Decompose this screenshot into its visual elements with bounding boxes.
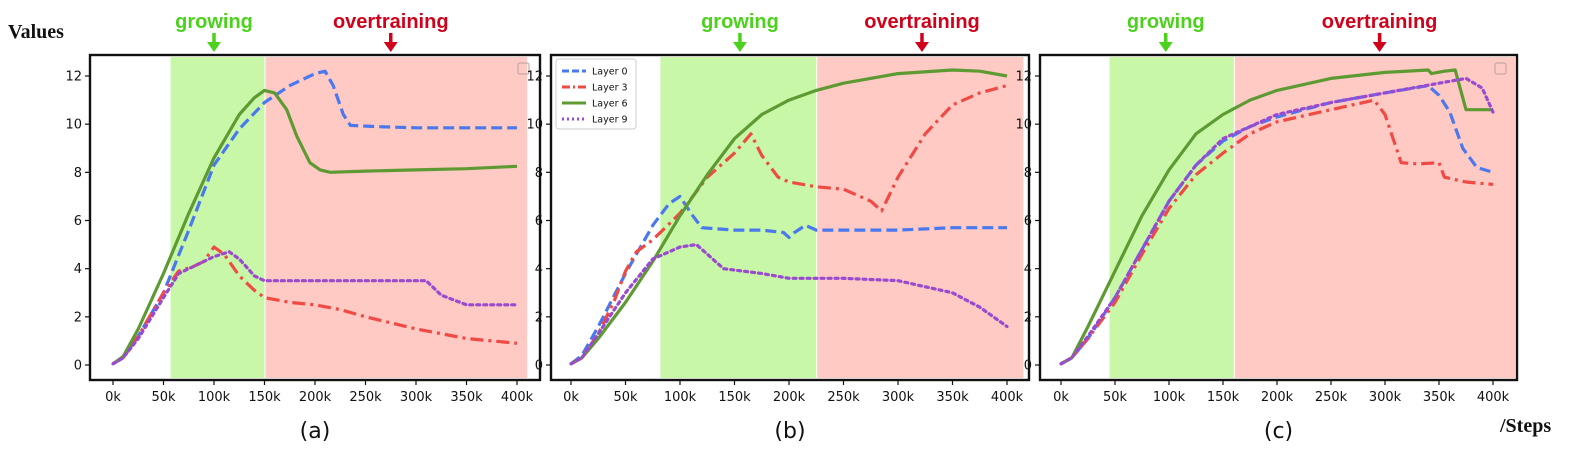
y-axis-label: Values: [8, 21, 64, 43]
overtraining-arrow-icon: [914, 42, 929, 52]
overtraining-arrow-icon: [383, 42, 398, 52]
legend-label: Layer 0: [592, 67, 628, 78]
overtraining-phase-band: [817, 57, 1024, 378]
x-tick-label: 250k: [827, 390, 860, 405]
legend-box: [555, 58, 637, 130]
y-tick-label: 12: [65, 70, 82, 85]
x-tick-label: 350k: [1423, 390, 1456, 405]
growing-label: growing: [1127, 11, 1205, 33]
series-layer-0: [570, 194, 1007, 366]
x-tick-label: 150k: [718, 390, 751, 405]
overtraining-phase-band: [265, 57, 528, 378]
x-tick-label: 350k: [936, 390, 969, 405]
overtraining-arrow-icon: [1372, 42, 1387, 52]
overtraining-label: overtraining: [333, 11, 449, 33]
plot-frame: [549, 53, 1031, 382]
x-tick-label: 200k: [1261, 390, 1294, 405]
y-tick-label: 4: [535, 262, 543, 277]
x-tick-label: 0k: [563, 390, 579, 405]
y-tick-label: 4: [1024, 262, 1032, 277]
x-tick-label: 200k: [773, 390, 806, 405]
growing-arrow-icon: [732, 42, 747, 52]
y-tick-label: 10: [65, 118, 82, 133]
y-tick-label: 12: [1015, 70, 1032, 85]
x-tick-label: 0k: [1053, 390, 1069, 405]
x-tick-label: 400k: [501, 390, 534, 405]
x-tick-label: 250k: [349, 390, 382, 405]
y-tick-label: 8: [74, 166, 82, 181]
chart-panel-3: 0 2 4 6 8 10 12 0k 50k 100k 150k 200k 250k 300k 350k 40…: [1015, 11, 1519, 444]
y-tick-label: 6: [535, 214, 543, 229]
x-tick-label: 400k: [991, 390, 1024, 405]
growing-arrow-icon: [207, 42, 221, 52]
series-layer-6: [570, 68, 1008, 366]
legend: Layer 0 Layer 3 Layer 6 Layer 9: [555, 58, 637, 130]
growing-label: growing: [175, 11, 253, 33]
x-tick-label: 150k: [248, 390, 281, 405]
growing-arrow-icon: [1158, 42, 1173, 52]
legend-label: Layer 6: [592, 99, 628, 110]
x-tick-label: 100k: [1153, 390, 1186, 405]
series-layer-9: [111, 250, 519, 366]
growing-phase-band: [660, 57, 817, 378]
y-tick-label: 12: [526, 70, 543, 85]
x-tick-label: 50k: [1103, 390, 1128, 405]
y-tick-label: 2: [535, 310, 543, 325]
empty-legend-box: [517, 62, 530, 75]
series-layer-6: [1060, 68, 1493, 366]
y-tick-label: 0: [74, 359, 82, 374]
y-tick-label: 10: [1015, 118, 1032, 133]
series-layer-3: [112, 245, 518, 366]
growing-phase-band: [1109, 57, 1234, 378]
series-layer-3: [570, 84, 1008, 366]
x-tick-label: 150k: [1207, 390, 1240, 405]
x-tick-label: 50k: [151, 390, 176, 405]
y-tick-label: 2: [1024, 310, 1032, 325]
y-tick-label: 6: [74, 214, 82, 229]
x-tick-label: 200k: [299, 390, 332, 405]
panel-label: (c): [1264, 419, 1293, 444]
x-tick-label: 0k: [105, 390, 121, 405]
x-tick-label: 100k: [664, 390, 697, 405]
overtraining-label: overtraining: [864, 11, 980, 33]
overtraining-phase-band: [1234, 57, 1515, 378]
series-layer-9: [569, 243, 1009, 366]
x-tick-label: 300k: [1369, 390, 1402, 405]
x-tick-label: 400k: [1477, 390, 1510, 405]
y-tick-label: 2: [74, 310, 82, 325]
panel-label: (b): [774, 419, 805, 444]
empty-legend-box: [1494, 62, 1507, 75]
series-layer-9: [1059, 76, 1495, 366]
y-tick-label: 4: [74, 262, 82, 277]
y-tick-label: 0: [535, 359, 543, 374]
panel-label: (a): [300, 419, 331, 444]
plot-frame: [1038, 53, 1519, 382]
x-axis-label: /Steps: [1499, 415, 1551, 437]
x-tick-label: 50k: [613, 390, 638, 405]
y-tick-label: 6: [1024, 214, 1032, 229]
series-layer-3: [1060, 98, 1494, 366]
y-tick-label: 0: [1024, 359, 1032, 374]
y-tick-label: 10: [526, 118, 543, 133]
x-tick-label: 300k: [882, 390, 915, 405]
series-layer-0: [112, 69, 517, 366]
legend-label: Layer 3: [592, 83, 628, 94]
growing-label: growing: [701, 11, 779, 33]
growing-phase-band: [170, 57, 265, 378]
y-tick-label: 8: [1024, 166, 1032, 181]
x-tick-label: 100k: [198, 390, 231, 405]
x-tick-label: 350k: [450, 390, 483, 405]
y-tick-label: 8: [535, 166, 543, 181]
series-layer-6: [112, 88, 518, 366]
overtraining-label: overtraining: [1322, 11, 1438, 33]
x-tick-label: 250k: [1315, 390, 1348, 405]
x-tick-label: 300k: [400, 390, 433, 405]
legend-label: Layer 9: [592, 115, 628, 126]
